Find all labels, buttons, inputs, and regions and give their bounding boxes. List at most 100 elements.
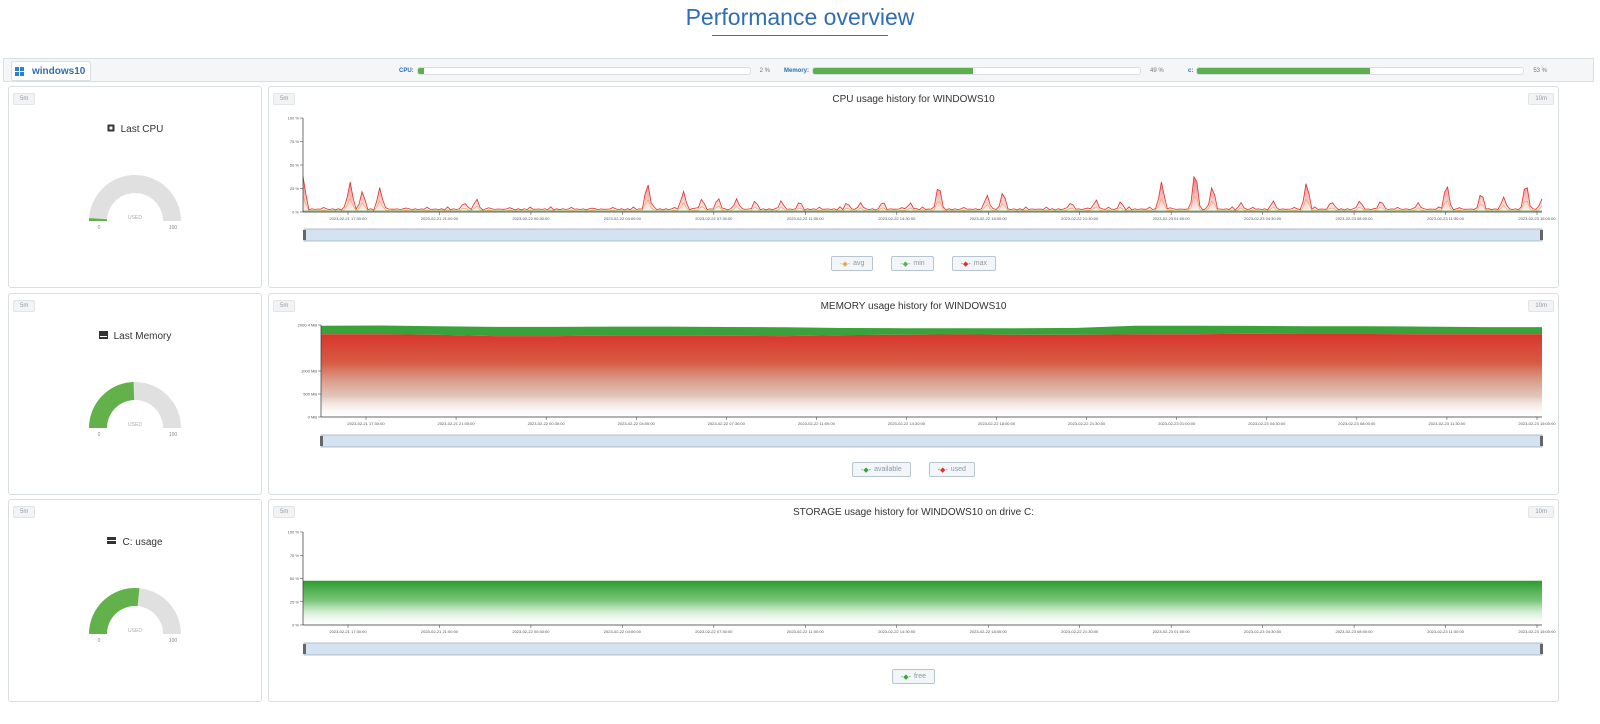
legend-marker-icon: -◆- bbox=[960, 260, 971, 268]
x-tick-label: 2023-02-22 04:00:00 bbox=[604, 216, 642, 221]
navigator-handle-right bbox=[1540, 644, 1543, 654]
memory-icon bbox=[98, 331, 108, 342]
x-tick-label: 2023-02-23 04:30:00 bbox=[1244, 216, 1282, 221]
legend-marker-icon: -◆- bbox=[840, 260, 851, 268]
drive-meter: c: 53 % bbox=[1188, 65, 1547, 77]
gauge-min-label: 0 bbox=[98, 225, 101, 231]
legend-marker-icon: -◆- bbox=[900, 673, 911, 681]
y-tick-label: 0 % bbox=[292, 210, 299, 215]
x-tick-label: 2023-02-22 00:30:00 bbox=[528, 421, 566, 426]
x-tick-label: 2023-02-23 01:00:00 bbox=[1158, 421, 1196, 426]
x-tick-label: 2023-02-21 21:00:00 bbox=[421, 629, 459, 634]
cpu-chart-panel: 5m 10m CPU usage history for WINDOWS10 1… bbox=[268, 86, 1559, 288]
x-tick-label: 2023-02-22 07:30:00 bbox=[708, 421, 746, 426]
legend-free[interactable]: -◆- free bbox=[891, 669, 936, 684]
gauge-title-text: Last Memory bbox=[113, 331, 172, 342]
storage-chart-panel: 5m 10m STORAGE usage history for WINDOWS… bbox=[268, 499, 1559, 702]
legend-max[interactable]: -◆- max bbox=[951, 256, 996, 271]
timeframe-tag-right[interactable]: 10m bbox=[1528, 300, 1554, 312]
max-area bbox=[303, 176, 1542, 212]
x-tick-label: 2023-02-23 15:00:00 bbox=[1518, 629, 1556, 634]
y-tick-label: 50 % bbox=[290, 163, 300, 168]
cpu-icon bbox=[107, 124, 115, 135]
gauge-value-arc bbox=[89, 588, 140, 634]
memory-chart: 2000.4 MB 1000 MB 500 MB 0 MB 2023-02-21 17:… bbox=[298, 323, 1556, 448]
chart-legend: -◆- available -◆- used bbox=[269, 462, 1558, 477]
y-tick-label: 0 MB bbox=[308, 415, 318, 420]
y-tick-label: 75 % bbox=[290, 139, 300, 144]
x-tick-label: 2023-02-23 08:00:00 bbox=[1338, 421, 1376, 426]
gauge-title: Last Memory bbox=[9, 331, 261, 342]
gauge-panel-drive: 5m C: usage USED 0 100 bbox=[8, 499, 262, 702]
gauge-value-arc bbox=[89, 218, 108, 221]
gauge-max-label: 100 bbox=[169, 638, 178, 644]
x-tick-label: 2023-02-22 18:00:00 bbox=[970, 629, 1008, 634]
x-tick-label: 2023-02-22 14:30:00 bbox=[878, 629, 916, 634]
x-tick-label: 2023-02-22 18:00:00 bbox=[978, 421, 1016, 426]
legend-used[interactable]: -◆- used bbox=[928, 462, 975, 477]
meter-track bbox=[812, 67, 1142, 75]
x-tick-label: 2023-02-22 11:00:00 bbox=[798, 421, 836, 426]
y-tick-label: 50 % bbox=[290, 576, 300, 581]
meter-label: CPU: bbox=[399, 68, 414, 74]
y-tick-label: 0 % bbox=[292, 623, 299, 628]
x-tick-label: 2023-02-21 17:30:00 bbox=[329, 216, 367, 221]
x-tick-label: 2023-02-22 21:30:00 bbox=[1068, 421, 1106, 426]
cpu-chart: 100 % 75 % 50 % 25 % 0 % 2023-02-21 17:30:00 2… bbox=[288, 116, 1556, 242]
x-tick-label: 2023-02-22 21:30:00 bbox=[1061, 216, 1099, 221]
timeframe-tag[interactable]: 5m bbox=[13, 300, 36, 312]
navigator-handle-left bbox=[303, 230, 306, 240]
legend-marker-icon: -◆- bbox=[937, 466, 948, 474]
meter-fill bbox=[813, 68, 974, 74]
chart-title: MEMORY usage history for WINDOWS10 bbox=[820, 301, 1007, 312]
page-title: Performance overview bbox=[685, 4, 915, 30]
gauge-max-label: 100 bbox=[169, 432, 178, 438]
timeframe-tag-left[interactable]: 5m bbox=[273, 300, 296, 312]
gauge-center-label: USED bbox=[128, 215, 142, 221]
y-tick-label: 500 MB bbox=[303, 392, 317, 397]
y-tick-label: 25 % bbox=[290, 599, 300, 604]
range-navigator bbox=[320, 434, 1543, 448]
gauge-title: C: usage bbox=[9, 537, 261, 548]
x-tick-label: 2023-02-23 04:30:00 bbox=[1248, 421, 1286, 426]
x-tick-label: 2023-02-22 00:30:00 bbox=[512, 216, 550, 221]
legend-min[interactable]: -◆- min bbox=[891, 256, 934, 271]
chart-title: CPU usage history for WINDOWS10 bbox=[832, 94, 995, 105]
x-tick-label: 2023-02-23 15:00:00 bbox=[1518, 216, 1556, 221]
range-navigator bbox=[303, 228, 1543, 242]
x-tick-label: 2023-02-22 07:30:00 bbox=[695, 629, 733, 634]
x-tick-label: 2023-02-22 21:30:00 bbox=[1061, 629, 1099, 634]
max-line bbox=[302, 175, 1543, 211]
y-tick-label: 75 % bbox=[290, 553, 300, 558]
x-tick-label: 2023-02-22 14:30:00 bbox=[878, 216, 916, 221]
used-area bbox=[321, 333, 1542, 417]
timeframe-tag-left[interactable]: 5m bbox=[273, 506, 296, 518]
navigator-handle-left bbox=[320, 436, 323, 446]
legend-available[interactable]: -◆- available bbox=[852, 462, 911, 477]
timeframe-tag-right[interactable]: 10m bbox=[1528, 506, 1554, 518]
y-tick-label: 2000.4 MB bbox=[298, 323, 318, 328]
timeframe-tag[interactable]: 5m bbox=[13, 93, 36, 105]
avg-line bbox=[302, 195, 1543, 212]
x-tick-label: 2023-02-22 04:00:00 bbox=[604, 629, 642, 634]
meter-label: c: bbox=[1188, 68, 1194, 74]
storage-chart: 100 % 75 % 50 % 25 % 0 % 2023-02-21 17:30:00 2… bbox=[288, 530, 1556, 656]
windows-icon bbox=[15, 66, 24, 76]
host-chip[interactable]: windows10 bbox=[11, 61, 92, 81]
host-bar: windows10 CPU: 2 % Memory: 49 % c: 53 % bbox=[3, 58, 1594, 82]
legend-avg[interactable]: -◆- avg bbox=[831, 256, 874, 271]
meter-track bbox=[1196, 67, 1525, 75]
x-tick-label: 2023-02-21 21:00:00 bbox=[421, 216, 459, 221]
x-tick-label: 2023-02-21 21:00:00 bbox=[437, 421, 475, 426]
x-tick-label: 2023-02-23 15:00:00 bbox=[1518, 421, 1556, 426]
x-tick-label: 2023-02-21 17:30:00 bbox=[329, 629, 367, 634]
gauge-track bbox=[89, 175, 181, 221]
gauge-title-text: Last CPU bbox=[120, 124, 164, 135]
host-name: windows10 bbox=[32, 65, 86, 77]
timeframe-tag[interactable]: 5m bbox=[13, 506, 36, 518]
timeframe-tag-right[interactable]: 10m bbox=[1528, 93, 1554, 105]
title-underline bbox=[712, 35, 888, 36]
gauge-title-text: C: usage bbox=[122, 537, 163, 548]
timeframe-tag-left[interactable]: 5m bbox=[273, 93, 296, 105]
memory-chart-panel: 5m 10m MEMORY usage history for WINDOWS1… bbox=[268, 293, 1559, 495]
